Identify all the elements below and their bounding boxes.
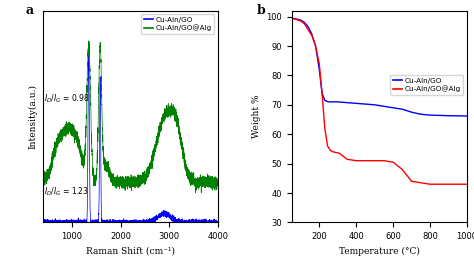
Cu-Aln/GO@Alg [89,141,94,144]
Cu-Aln/GO [335,100,340,103]
Line: Cu-Aln/GO: Cu-Aln/GO [292,18,467,116]
Cu-Aln/GO [289,16,294,20]
Cu-Aln/GO [309,33,315,36]
Cu-Aln/GO@Alg [298,19,304,23]
Cu-Aln/GO [353,102,359,105]
Cu-Aln/GO@Alg [313,44,319,48]
Cu-Aln/GO [301,21,307,24]
Cu-Aln/GO@Alg [86,39,92,43]
Cu-Aln/GO@Alg [372,159,377,162]
Cu-Aln/GO@Alg [337,152,342,155]
Cu-Aln/GO [199,220,204,223]
Cu-Aln/GO [446,114,451,117]
Cu-Aln/GO@Alg [464,183,470,186]
Cu-Aln/GO@Alg [325,144,330,148]
Line: Cu-Aln/GO: Cu-Aln/GO [43,41,218,222]
Cu-Aln/GO@Alg [215,178,221,182]
Cu-Aln/GO [86,39,91,43]
Text: $I_D$/$I_G$ = 0.98: $I_D$/$I_G$ = 0.98 [44,92,90,105]
Cu-Aln/GO@Alg [330,150,336,154]
Cu-Aln/GO [298,18,304,22]
Cu-Aln/GO [215,221,221,224]
Cu-Aln/GO@Alg [446,183,451,186]
Cu-Aln/GO [400,108,405,111]
Cu-Aln/GO@Alg [322,127,328,130]
Legend: Cu-Aln/GO, Cu-Aln/GO@Alg: Cu-Aln/GO, Cu-Aln/GO@Alg [391,75,463,95]
Cu-Aln/GO@Alg [40,181,46,184]
Text: b: b [256,4,265,17]
Cu-Aln/GO@Alg [418,181,424,184]
Cu-Aln/GO@Alg [400,168,405,171]
Cu-Aln/GO [313,44,319,48]
Cu-Aln/GO [77,220,83,224]
Cu-Aln/GO@Alg [146,175,152,178]
Cu-Aln/GO [40,221,46,224]
Cu-Aln/GO [381,105,387,108]
Cu-Aln/GO [146,220,152,224]
Cu-Aln/GO [390,106,396,109]
Cu-Aln/GO [149,218,155,221]
Line: Cu-Aln/GO@Alg: Cu-Aln/GO@Alg [292,18,467,184]
Cu-Aln/GO [319,91,325,95]
Cu-Aln/GO [418,113,424,116]
Cu-Aln/GO@Alg [363,159,368,162]
Line: Cu-Aln/GO@Alg: Cu-Aln/GO@Alg [43,41,218,193]
Cu-Aln/GO [329,100,335,103]
X-axis label: Temperature (°C): Temperature (°C) [339,247,419,256]
Cu-Aln/GO@Alg [353,159,359,162]
Cu-Aln/GO@Alg [317,62,322,65]
Cu-Aln/GO@Alg [289,16,294,20]
Cu-Aln/GO@Alg [293,18,299,21]
Cu-Aln/GO [293,17,299,21]
Cu-Aln/GO@Alg [427,183,433,186]
Cu-Aln/GO [322,99,328,102]
Text: $I_D$/$I_G$ = 1.23: $I_D$/$I_G$ = 1.23 [44,185,89,198]
Cu-Aln/GO@Alg [301,22,307,25]
Cu-Aln/GO@Alg [77,145,83,148]
Cu-Aln/GO [372,103,377,106]
Cu-Aln/GO@Alg [409,180,414,183]
Cu-Aln/GO [215,221,221,224]
Cu-Aln/GO@Alg [215,181,221,184]
Cu-Aln/GO@Alg [319,91,325,95]
Cu-Aln/GO@Alg [199,176,204,179]
Cu-Aln/GO@Alg [333,151,339,154]
Y-axis label: Weight %: Weight % [252,95,261,138]
Cu-Aln/GO [409,111,414,114]
Cu-Aln/GO@Alg [305,28,311,31]
Cu-Aln/GO [427,114,433,117]
Cu-Aln/GO [89,221,94,224]
X-axis label: Raman Shift (cm⁻¹): Raman Shift (cm⁻¹) [86,247,175,256]
Cu-Aln/GO@Alg [149,154,155,157]
Text: a: a [25,4,33,17]
Cu-Aln/GO [464,114,470,118]
Cu-Aln/GO@Alg [328,149,333,152]
Cu-Aln/GO@Alg [390,161,396,164]
Legend: Cu-Aln/GO, Cu-Aln/GO@Alg: Cu-Aln/GO, Cu-Aln/GO@Alg [142,14,214,34]
Cu-Aln/GO [305,25,311,28]
Cu-Aln/GO [317,68,322,71]
Cu-Aln/GO@Alg [344,158,350,161]
Cu-Aln/GO@Alg [381,159,387,162]
Cu-Aln/GO [326,100,331,103]
Cu-Aln/GO@Alg [199,191,204,194]
Cu-Aln/GO@Alg [309,34,315,37]
Y-axis label: Intensity(a.u.): Intensity(a.u.) [28,84,37,149]
